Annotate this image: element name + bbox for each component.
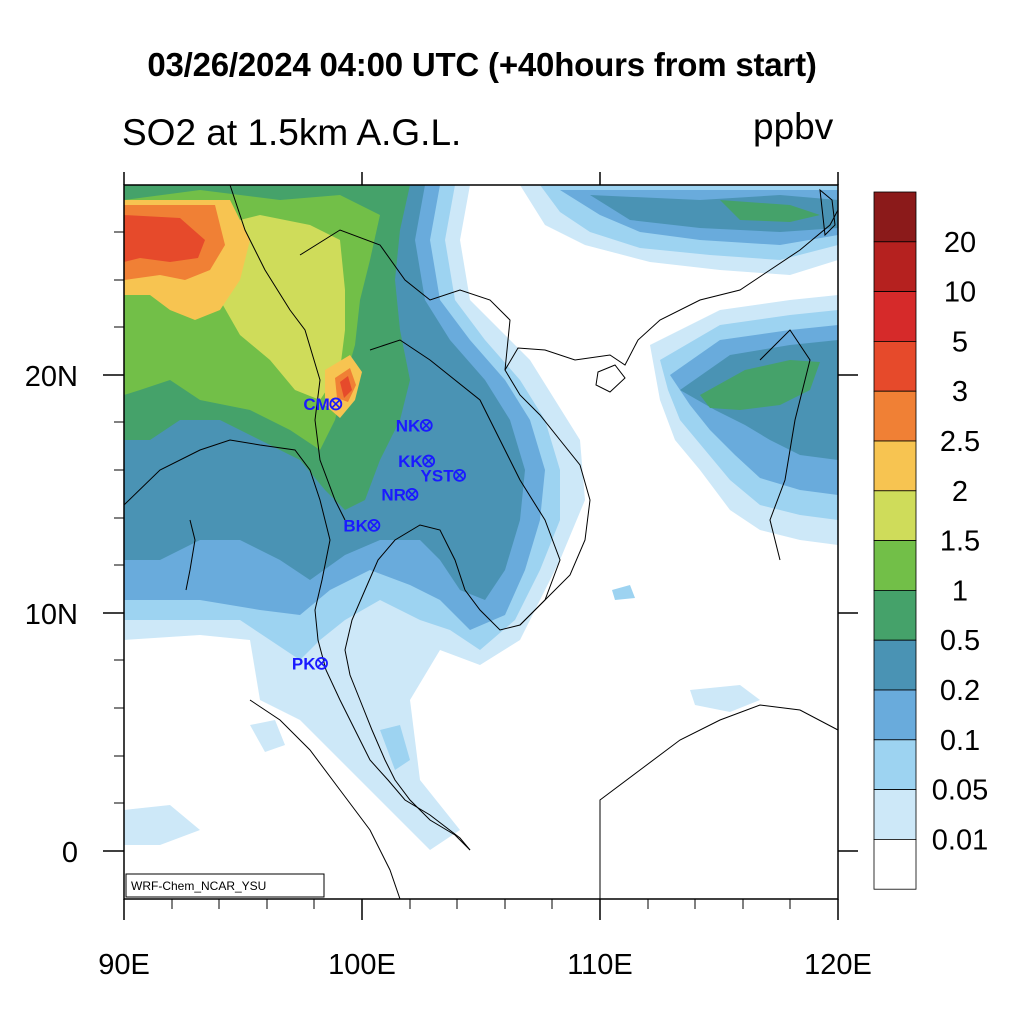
colorbar-swatch xyxy=(873,689,917,741)
colorbar-swatch xyxy=(873,739,917,790)
contour-3-west xyxy=(124,215,205,262)
colorbar-label: 0.01 xyxy=(932,824,988,856)
colorbar-label: 1 xyxy=(952,575,968,607)
x-tick-label: 100E xyxy=(328,949,396,981)
site-marker: YST xyxy=(421,466,466,485)
site-label: YST xyxy=(421,466,455,485)
taiwan xyxy=(819,188,836,237)
y-tick-label: 0 xyxy=(62,837,78,869)
contour-05-ne xyxy=(720,200,820,222)
colorbar-swatch xyxy=(873,191,917,243)
tick-marks xyxy=(103,172,858,920)
variable-label: SO2 at 1.5km A.G.L. xyxy=(122,112,462,153)
hainan xyxy=(595,364,626,393)
site-label: BK xyxy=(343,516,368,535)
site-label: CM xyxy=(303,395,329,414)
site-label: NK xyxy=(396,416,421,435)
site-symbol xyxy=(329,397,343,411)
site-cross xyxy=(369,520,379,530)
site-cross xyxy=(407,489,417,499)
colorbar-swatch xyxy=(873,590,917,641)
site-label: PK xyxy=(292,654,316,673)
y-tick-label: 20N xyxy=(25,361,78,393)
colorbar-label: 5 xyxy=(952,326,968,358)
andaman-islands xyxy=(185,519,196,591)
colorbar-label: 2 xyxy=(952,476,968,508)
minor-ticks xyxy=(114,231,791,909)
colorbar-label: 0.1 xyxy=(940,725,980,757)
contour-3-cm xyxy=(340,376,352,398)
colorbar-swatch xyxy=(873,789,917,840)
colorbar-label: 0.5 xyxy=(940,625,980,657)
north-border xyxy=(299,229,511,371)
colorbar-label: 0.2 xyxy=(940,675,980,707)
model-credit: WRF-Chem_NCAR_YSU xyxy=(131,879,266,893)
site-cross xyxy=(421,420,431,430)
myanmar-border xyxy=(229,185,346,521)
x-tick-label: 90E xyxy=(98,949,150,981)
x-tick-label: 110E xyxy=(567,949,633,981)
x-tick-label: 120E xyxy=(804,949,872,981)
y-tick-label: 10N xyxy=(25,599,78,631)
site-cross xyxy=(424,456,434,466)
coastlines xyxy=(124,185,838,899)
patch-malay xyxy=(380,725,410,770)
colorbar-swatch xyxy=(873,291,917,342)
site-marker: BK xyxy=(343,516,381,535)
colorbar-label: 3 xyxy=(952,376,968,408)
borneo xyxy=(599,704,838,899)
sumatra xyxy=(124,699,401,899)
colorbar-label: 20 xyxy=(944,227,976,259)
so2-field xyxy=(124,185,838,899)
site-symbol xyxy=(405,487,419,501)
patch-sea-1 xyxy=(612,585,635,600)
colorbar-label: 10 xyxy=(944,277,976,309)
site-cross xyxy=(455,470,465,480)
site-marker: NK xyxy=(396,416,433,435)
site-symbol xyxy=(422,454,436,468)
contour-05-east xyxy=(700,360,820,410)
site-cross xyxy=(331,399,341,409)
site-symbol xyxy=(419,418,433,432)
colorbar-label: 0.05 xyxy=(932,775,988,807)
site-symbol xyxy=(453,468,466,482)
colorbar-swatch xyxy=(873,340,917,392)
thai-laos-border xyxy=(369,339,561,626)
colorbar-swatch xyxy=(873,839,917,890)
philippines-west xyxy=(759,329,811,561)
patch-sw xyxy=(124,805,200,845)
colorbar-swatch xyxy=(873,540,917,591)
patch-sumatra xyxy=(250,720,285,752)
colorbar: 20 10 5 3 2.5 2 1.5 1 0.5 0.2 0.1 0.05 0.01 xyxy=(873,191,988,890)
site-symbol xyxy=(315,656,328,670)
site-symbol xyxy=(367,518,381,532)
colorbar-label: 2.5 xyxy=(940,426,980,458)
colorbar-swatch xyxy=(873,390,917,442)
patch-sea-2 xyxy=(690,685,760,712)
site-marker: CM xyxy=(303,395,343,414)
units-label: ppbv xyxy=(753,106,834,147)
colorbar-swatch xyxy=(873,639,917,691)
colorbar-swatch xyxy=(873,440,917,492)
colorbar-swatch xyxy=(873,241,917,293)
site-label: KK xyxy=(398,452,423,471)
site-label: NR xyxy=(381,485,406,504)
site-cross xyxy=(317,658,327,668)
figure-title: 03/26/2024 04:00 UTC (+40hours from star… xyxy=(147,46,817,83)
mainland-coast xyxy=(124,439,471,851)
site-marker: NR xyxy=(381,485,419,504)
colorbar-label: 1.5 xyxy=(940,526,980,558)
colorbar-swatch xyxy=(873,490,917,541)
site-marker: PK xyxy=(292,654,328,673)
site-marker: KK xyxy=(398,452,436,471)
map-frame xyxy=(123,184,839,900)
credit-box xyxy=(125,873,325,898)
